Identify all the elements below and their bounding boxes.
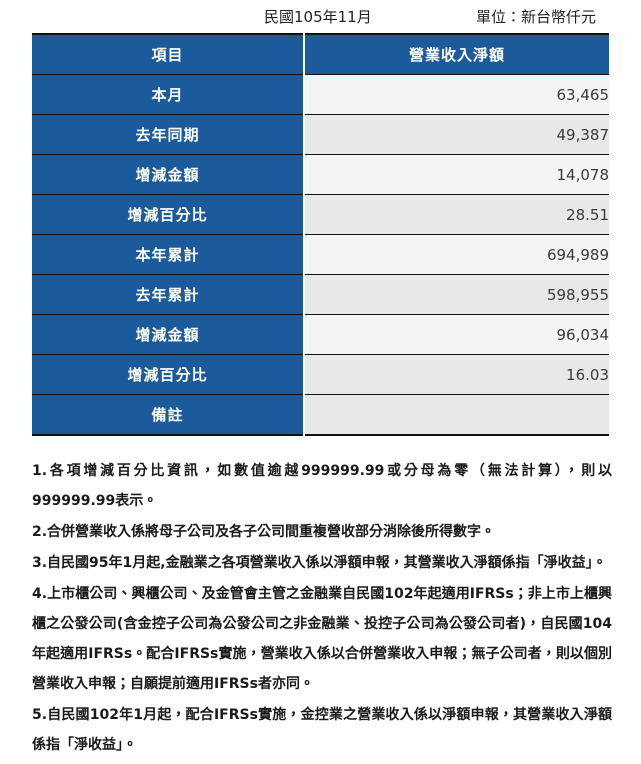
table-row: 增減金額 14,078 bbox=[32, 154, 609, 195]
row-value-change-percent-ytd: 16.03 bbox=[304, 354, 609, 395]
row-value-current-month: 63,465 bbox=[304, 74, 609, 115]
row-value-change-percent-month: 28.51 bbox=[304, 194, 609, 235]
row-label-current-month: 本月 bbox=[32, 74, 305, 115]
footnote-4: 4.上市櫃公司、興櫃公司、及金管會主管之金融業自民國102年起適用IFRSs；非… bbox=[32, 586, 612, 692]
footnote-3: 3.自民國95年1月起,金融業之各項營業收入係以淨額申報，其營業收入淨額係指「淨… bbox=[32, 555, 607, 571]
row-value-same-period-last-year: 49,387 bbox=[304, 114, 609, 155]
table-row: 增減百分比 16.03 bbox=[32, 354, 609, 395]
row-value-change-amount-month: 14,078 bbox=[304, 154, 609, 195]
revenue-table: 項目 營業收入淨額 本月 63,465 去年同期 49,387 增減金額 14,… bbox=[32, 33, 609, 436]
table-row: 增減百分比 28.51 bbox=[32, 194, 609, 235]
table-row: 本月 63,465 bbox=[32, 74, 609, 115]
page-caption: 民國105年11月 單位：新台幣仟元 bbox=[0, 0, 641, 33]
row-label-change-amount-month: 增減金額 bbox=[32, 154, 305, 195]
row-label-same-period-last-year: 去年同期 bbox=[32, 114, 305, 155]
row-value-ytd-current-year: 694,989 bbox=[304, 234, 609, 275]
column-header-item: 項目 bbox=[32, 34, 305, 75]
row-label-remarks: 備註 bbox=[32, 394, 305, 435]
table-row: 去年累計 598,955 bbox=[32, 274, 609, 315]
table-header-row: 項目 營業收入淨額 bbox=[32, 34, 609, 75]
table-row: 備註 bbox=[32, 394, 609, 435]
footnote-1: 1.各項增減百分比資訊，如數值逾越999999.99或分母為零（無法計算），則以… bbox=[32, 463, 612, 509]
row-label-ytd-last-year: 去年累計 bbox=[32, 274, 305, 315]
row-value-change-amount-ytd: 96,034 bbox=[304, 314, 609, 355]
row-label-change-amount-ytd: 增減金額 bbox=[32, 314, 305, 355]
row-label-change-percent-month: 增減百分比 bbox=[32, 194, 305, 235]
row-value-ytd-last-year: 598,955 bbox=[304, 274, 609, 315]
footnote-2: 2.合併營業收入係將母子公司及各子公司間重複營收部分消除後所得數字。 bbox=[32, 524, 496, 540]
table-row: 去年同期 49,387 bbox=[32, 114, 609, 155]
row-label-ytd-current-year: 本年累計 bbox=[32, 234, 305, 275]
revenue-table-body: 項目 營業收入淨額 本月 63,465 去年同期 49,387 增減金額 14,… bbox=[32, 34, 609, 435]
footnotes: 1.各項增減百分比資訊，如數值逾越999999.99或分母為零（無法計算），則以… bbox=[32, 456, 612, 760]
table-row: 增減金額 96,034 bbox=[32, 314, 609, 355]
row-label-change-percent-ytd: 增減百分比 bbox=[32, 354, 305, 395]
currency-unit-label: 單位：新台幣仟元 bbox=[476, 8, 597, 26]
reporting-period-label: 民國105年11月 bbox=[264, 8, 372, 26]
table-row: 本年累計 694,989 bbox=[32, 234, 609, 275]
footnote-5: 5.自民國102年1月起，配合IFRSs實施，金控業之營業收入係以淨額申報，其營… bbox=[32, 707, 612, 753]
revenue-table-container: 項目 營業收入淨額 本月 63,465 去年同期 49,387 增減金額 14,… bbox=[32, 33, 609, 436]
column-header-net-revenue: 營業收入淨額 bbox=[304, 34, 609, 75]
row-value-remarks bbox=[304, 394, 609, 435]
